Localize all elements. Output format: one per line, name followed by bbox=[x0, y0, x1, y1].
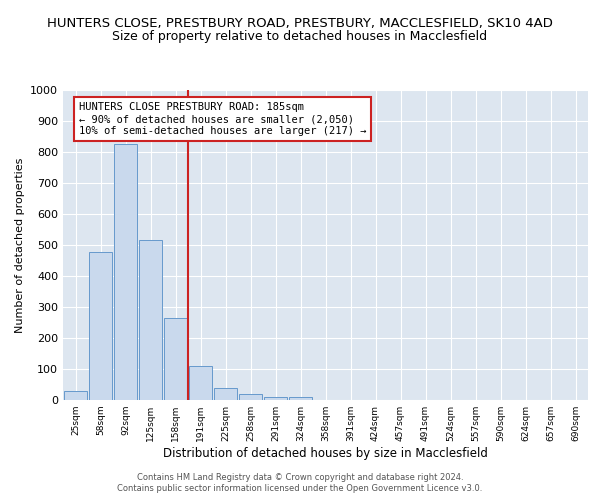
Text: HUNTERS CLOSE PRESTBURY ROAD: 185sqm
← 90% of detached houses are smaller (2,050: HUNTERS CLOSE PRESTBURY ROAD: 185sqm ← 9… bbox=[79, 102, 366, 136]
Bar bbox=[264, 397, 287, 400]
Text: Contains public sector information licensed under the Open Government Licence v3: Contains public sector information licen… bbox=[118, 484, 482, 493]
Bar bbox=[64, 390, 87, 400]
Y-axis label: Number of detached properties: Number of detached properties bbox=[14, 158, 25, 332]
Bar bbox=[189, 366, 212, 400]
Text: HUNTERS CLOSE, PRESTBURY ROAD, PRESTBURY, MACCLESFIELD, SK10 4AD: HUNTERS CLOSE, PRESTBURY ROAD, PRESTBURY… bbox=[47, 18, 553, 30]
Bar bbox=[289, 397, 312, 400]
X-axis label: Distribution of detached houses by size in Macclesfield: Distribution of detached houses by size … bbox=[163, 447, 488, 460]
Bar bbox=[239, 394, 262, 400]
Bar bbox=[89, 252, 112, 400]
Text: Contains HM Land Registry data © Crown copyright and database right 2024.: Contains HM Land Registry data © Crown c… bbox=[137, 472, 463, 482]
Text: Size of property relative to detached houses in Macclesfield: Size of property relative to detached ho… bbox=[112, 30, 488, 43]
Bar bbox=[164, 318, 187, 400]
Bar bbox=[214, 388, 237, 400]
Bar bbox=[114, 144, 137, 400]
Bar bbox=[139, 240, 162, 400]
